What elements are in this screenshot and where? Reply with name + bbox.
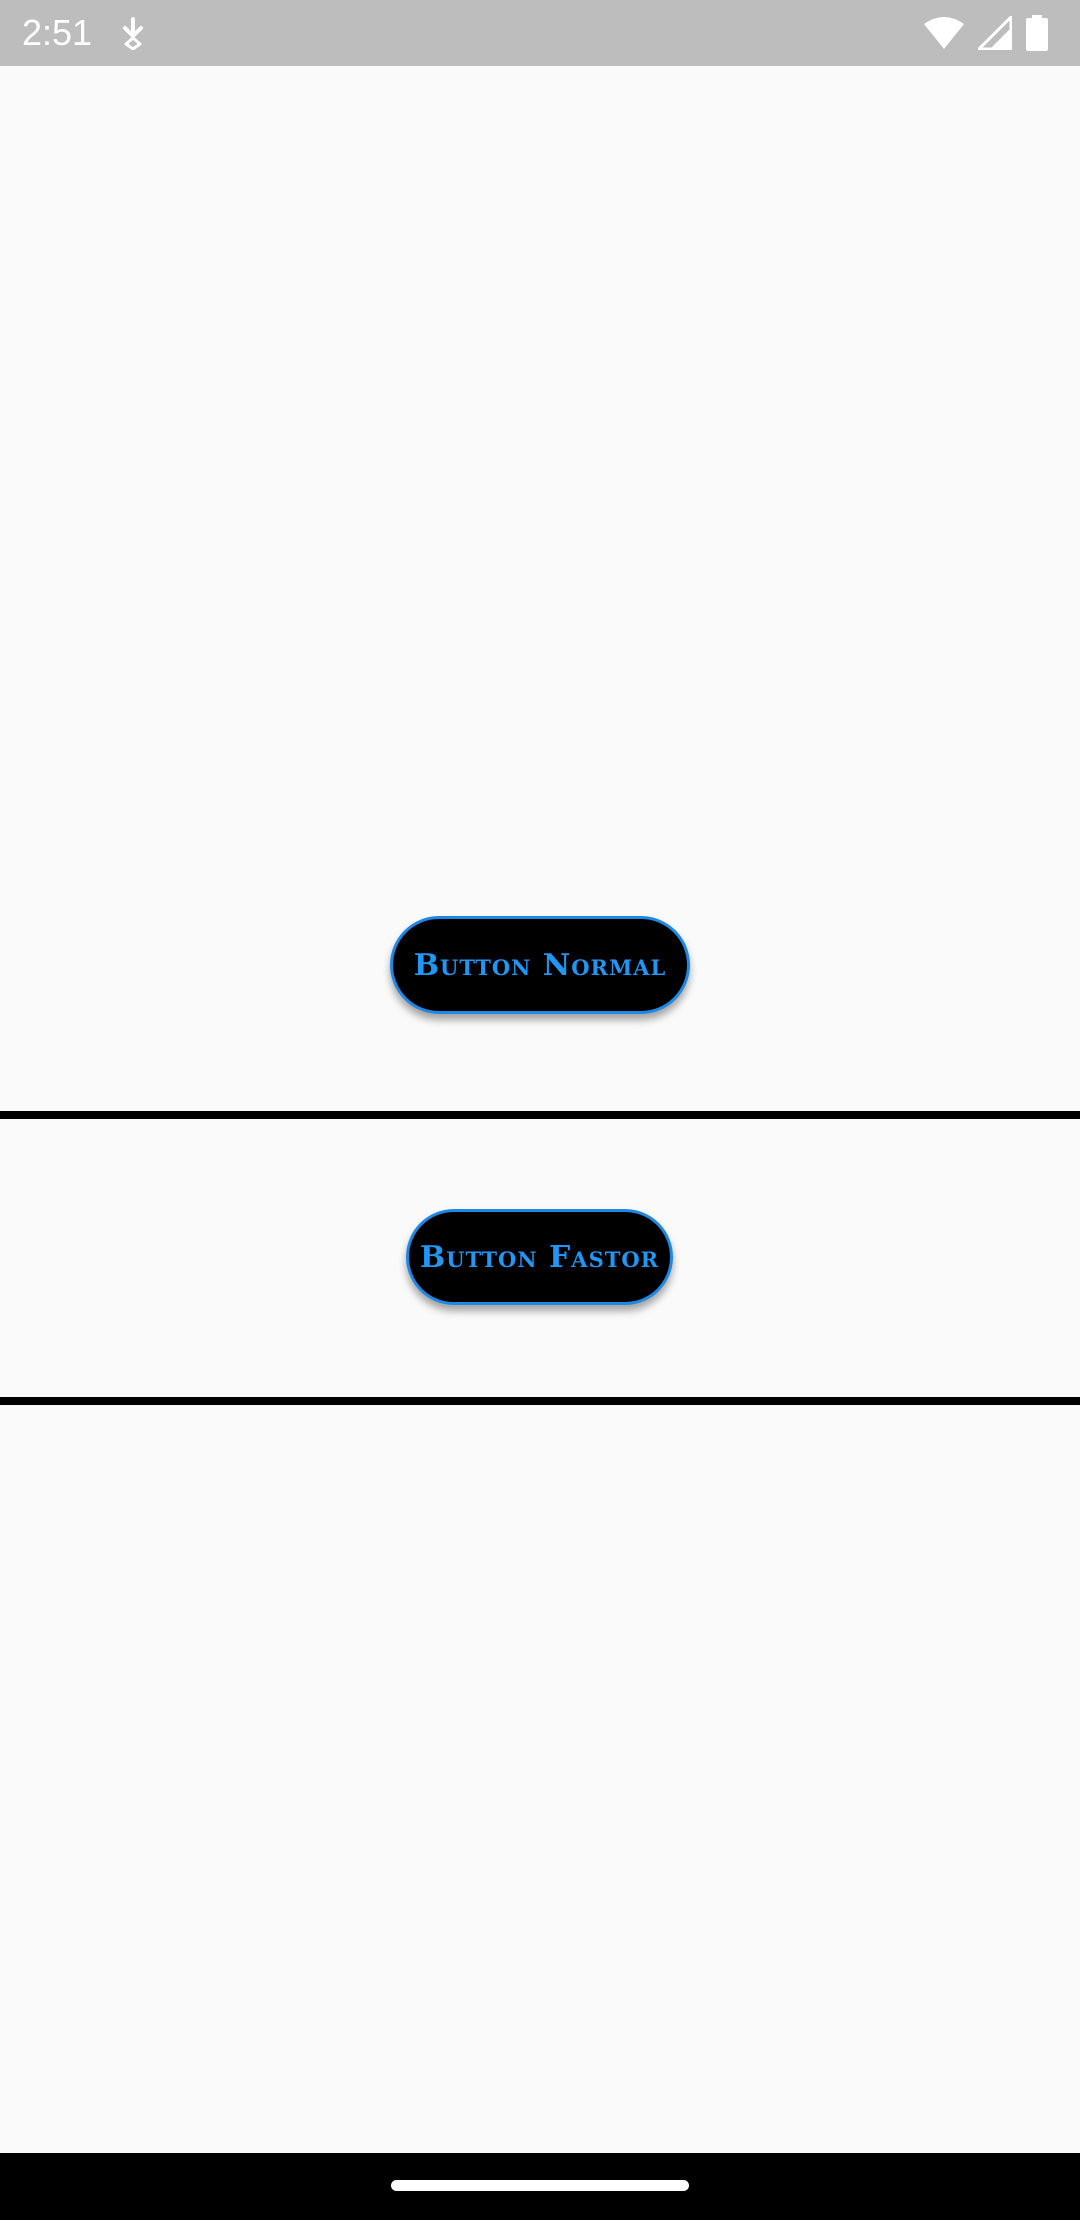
button-normal[interactable]: Button Normal — [390, 916, 690, 1014]
status-icons — [924, 14, 1048, 52]
home-gesture-handle[interactable] — [391, 2180, 689, 2191]
battery-icon — [1026, 15, 1048, 51]
cellular-signal-icon — [978, 16, 1012, 50]
status-time: 2:51 — [22, 12, 93, 53]
button-faster[interactable]: Button Fastor — [406, 1209, 673, 1305]
divider-top — [0, 1111, 1080, 1119]
status-bar: 2:51 — [0, 0, 1080, 66]
content-area — [0, 66, 1080, 2153]
wifi-icon — [924, 17, 964, 49]
download-icon — [123, 17, 143, 50]
divider-bottom — [0, 1397, 1080, 1405]
